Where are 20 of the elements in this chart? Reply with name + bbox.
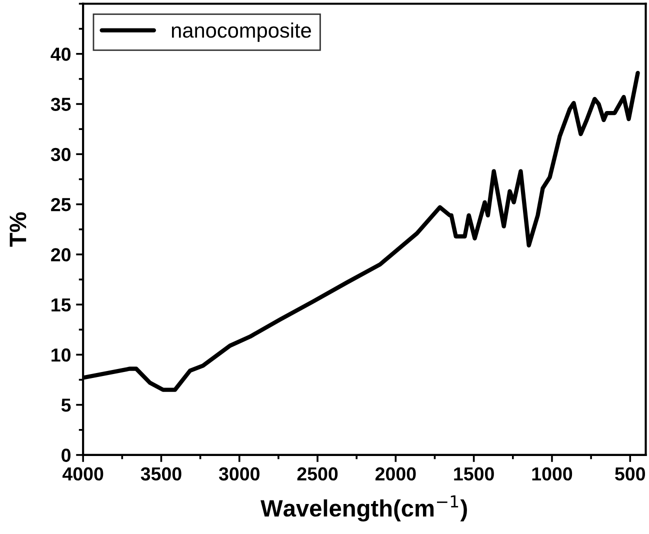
x-tick-label: 4000: [62, 467, 104, 481]
x-axis-title: Wavelength(cm$^{−1}$): [260, 495, 467, 522]
x-tick-label: 500: [615, 467, 645, 481]
x-tick-label: 3000: [218, 467, 260, 481]
y-tick-label: 20: [51, 248, 70, 262]
y-tick-label: 10: [52, 348, 70, 362]
y-tick-label: 25: [51, 198, 71, 212]
y-axis-title: T%: [10, 212, 26, 247]
y-tick-label: 35: [50, 98, 71, 112]
x-tick-label: 2000: [375, 467, 416, 481]
legend-label: nanocomposite: [172, 22, 311, 42]
y-tick-label: 0: [62, 448, 70, 462]
x-tick-label: 1500: [454, 467, 494, 481]
y-tick-label: 15: [52, 298, 71, 312]
y-tick-label: 40: [50, 48, 70, 61]
x-tick-label: 2500: [297, 467, 338, 481]
x-tick-label: 1000: [532, 467, 572, 481]
x-tick-label: 3500: [140, 467, 182, 481]
y-tick-label: 30: [50, 148, 70, 162]
y-tick-label: 5: [61, 398, 71, 412]
